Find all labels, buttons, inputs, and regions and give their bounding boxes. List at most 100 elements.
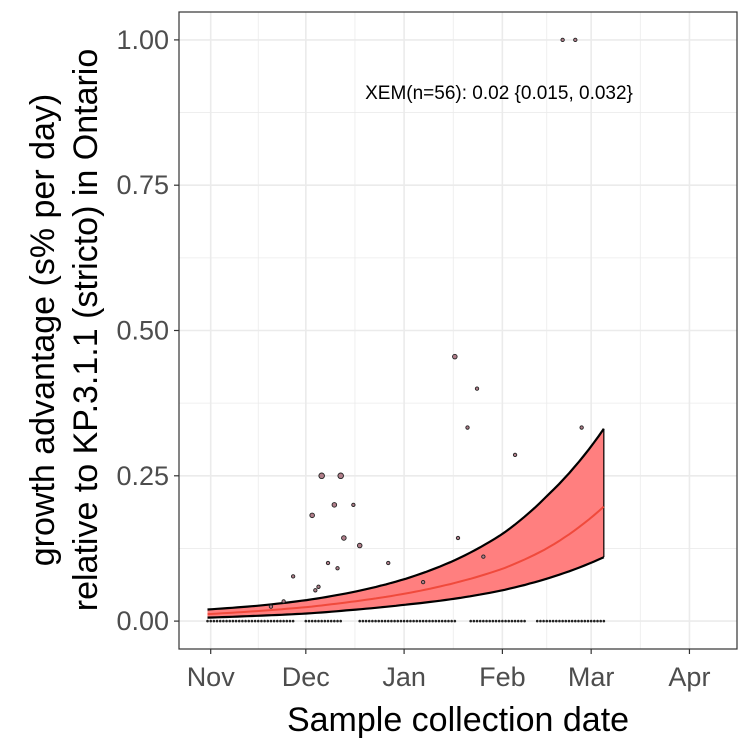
zero-data-point — [228, 619, 232, 623]
zero-data-point — [551, 619, 555, 623]
zero-data-point — [561, 619, 564, 623]
y-tick-label: 0.50 — [116, 316, 169, 346]
zero-data-point — [222, 619, 225, 623]
zero-data-point — [421, 619, 425, 623]
data-point — [465, 425, 470, 430]
zero-data-point — [431, 619, 434, 623]
zero-data-point — [237, 619, 241, 623]
zero-data-point — [323, 619, 327, 623]
data-point — [331, 502, 338, 508]
upper-bound-line — [207, 428, 605, 611]
zero-data-point — [215, 619, 219, 623]
data-point — [268, 604, 274, 609]
fit-line — [207, 505, 605, 616]
zero-data-point — [383, 619, 387, 623]
zero-data-point — [234, 619, 238, 623]
zero-data-point — [386, 619, 390, 623]
zero-data-point — [333, 619, 336, 623]
zero-data-point — [317, 619, 320, 623]
zero-data-point — [405, 619, 409, 623]
zero-data-point — [516, 619, 520, 623]
zero-data-point — [491, 619, 495, 623]
x-tick-label: Feb — [479, 662, 526, 692]
data-point — [512, 452, 518, 458]
data-point — [290, 574, 296, 579]
zero-data-point — [218, 619, 222, 623]
axis-ticks: 0.00 0.25 0.50 0.75 1.00 Nov Dec Jan Feb Mar Apr — [116, 25, 710, 692]
zero-data-point — [250, 619, 254, 623]
zero-data-point — [412, 619, 415, 623]
zero-data-point — [434, 619, 438, 623]
zero-data-point — [339, 619, 342, 623]
zero-data-point — [586, 619, 590, 623]
data-point — [309, 512, 315, 519]
zero-data-point — [599, 619, 602, 623]
y-tick-label: 0.00 — [116, 606, 169, 636]
zero-data-point — [361, 619, 365, 623]
zero-data-point — [282, 619, 285, 623]
zero-data-point — [275, 619, 279, 623]
zero-data-point — [504, 619, 507, 623]
lower-bound-line — [207, 556, 605, 619]
data-points-group — [206, 37, 606, 623]
zero-data-point — [497, 619, 501, 623]
zero-data-point — [453, 619, 457, 623]
zero-data-point — [399, 619, 403, 623]
zero-data-point — [212, 619, 216, 623]
zero-data-point — [247, 619, 251, 623]
zero-data-point — [482, 619, 485, 623]
data-point — [281, 599, 286, 604]
zero-data-point — [424, 619, 428, 623]
zero-data-point — [307, 619, 311, 623]
zero-data-point — [336, 619, 339, 623]
zero-data-point — [444, 619, 447, 623]
zero-data-point — [266, 619, 270, 623]
confidence-ribbon — [207, 428, 604, 618]
zero-data-point — [472, 619, 476, 623]
zero-data-point — [570, 619, 574, 623]
data-point — [481, 554, 486, 559]
zero-data-point — [548, 619, 552, 623]
zero-data-point — [580, 619, 583, 623]
data-point — [337, 472, 344, 480]
data-point — [313, 588, 318, 593]
data-point — [579, 425, 584, 430]
zero-data-point — [478, 619, 482, 623]
confidence-ribbon-group — [207, 428, 605, 619]
zero-data-point — [390, 619, 393, 623]
zero-data-point — [256, 619, 260, 623]
zero-data-point — [367, 619, 371, 623]
zero-data-point — [469, 619, 472, 623]
data-point — [455, 535, 461, 541]
zero-data-point — [450, 619, 453, 623]
zero-data-point — [564, 619, 568, 623]
data-point — [452, 353, 458, 360]
y-tick-label: 1.00 — [116, 25, 169, 55]
zero-data-point — [602, 619, 606, 623]
zero-data-point — [513, 619, 517, 623]
y-tick-label: 0.75 — [116, 170, 169, 200]
zero-data-point — [285, 619, 289, 623]
data-point — [386, 560, 391, 566]
zero-data-point — [510, 619, 514, 623]
zero-data-point — [364, 619, 368, 623]
data-point — [341, 535, 347, 541]
zero-data-point — [437, 619, 441, 623]
zero-data-point — [574, 619, 577, 623]
zero-data-point — [358, 619, 362, 623]
zero-data-point — [253, 619, 257, 623]
data-point — [420, 580, 426, 585]
zero-data-point — [263, 619, 266, 623]
data-point — [474, 386, 480, 391]
zero-data-point — [209, 619, 213, 623]
zero-data-point — [402, 619, 406, 623]
zero-data-point — [393, 619, 396, 623]
zero-data-point — [206, 619, 209, 623]
x-tick-label: Jan — [382, 662, 426, 692]
y-axis-title-line-2: relative to KP.3.1.1 (stricto) in Ontari… — [67, 49, 105, 612]
x-axis-title: Sample collection date — [287, 701, 629, 739]
zero-data-point — [377, 619, 381, 623]
data-point — [316, 584, 321, 589]
data-point — [335, 566, 340, 571]
x-tick-label: Nov — [187, 662, 236, 692]
